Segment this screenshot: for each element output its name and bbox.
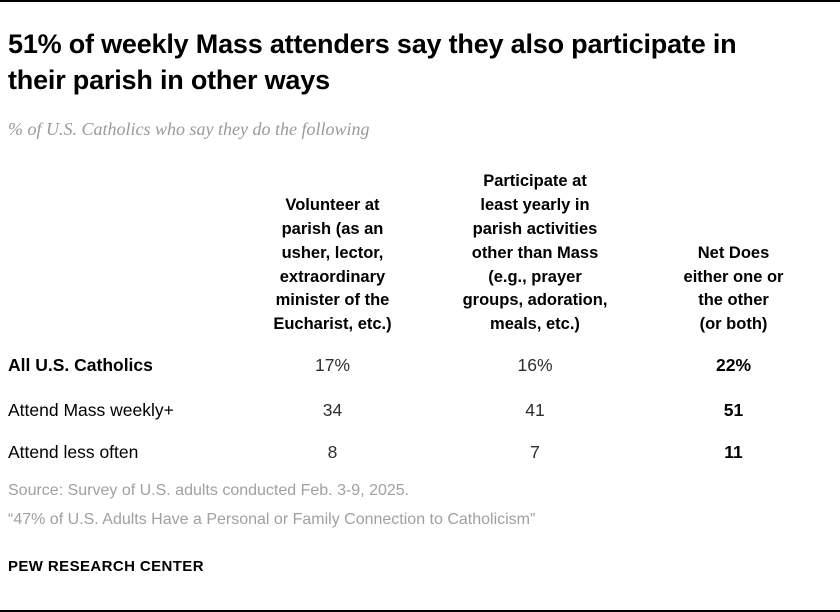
cell-value: 8 (327, 442, 338, 463)
column-header-participate: Participate at least yearly in parish ac… (462, 171, 608, 334)
source-line: Source: Survey of U.S. adults conducted … (8, 482, 410, 500)
cell-value-net: 22% (715, 355, 752, 376)
table-header-row: Volunteer at parish (as an usher, lector… (8, 170, 830, 337)
row-label: Attend Mass weekly+ (8, 400, 174, 421)
row-label: Attend less often (8, 442, 139, 463)
report-title-note: “47% of U.S. Adults Have a Personal or F… (8, 510, 536, 528)
chart-subtitle: % of U.S. Catholics who say they do the … (8, 118, 370, 139)
table-row-all-us-catholics: All U.S. Catholics 17% 16% 22% (8, 355, 830, 376)
chart-title: 51% of weekly Mass attenders say they al… (8, 29, 737, 96)
cell-value-net: 51 (723, 400, 744, 421)
cell-value-net: 11 (724, 442, 743, 463)
cell-value: 7 (530, 442, 540, 463)
table-row-attend-weekly: Attend Mass weekly+ 34 41 51 (8, 400, 830, 421)
pew-research-center-footer: PEW RESEARCH CENTER (8, 557, 204, 575)
cell-value: 41 (525, 400, 545, 421)
column-header-volunteer: Volunteer at parish (as an usher, lector… (273, 195, 392, 334)
cell-value: 16% (517, 355, 553, 376)
cell-value: 34 (322, 400, 343, 421)
cell-value: 17% (314, 355, 351, 376)
row-label: All U.S. Catholics (8, 355, 153, 376)
table-row-attend-less-often: Attend less often 8 7 11 (8, 442, 830, 463)
column-header-net: Net Does either one or the other (or bot… (683, 243, 784, 334)
data-table: Volunteer at parish (as an usher, lector… (8, 170, 830, 463)
